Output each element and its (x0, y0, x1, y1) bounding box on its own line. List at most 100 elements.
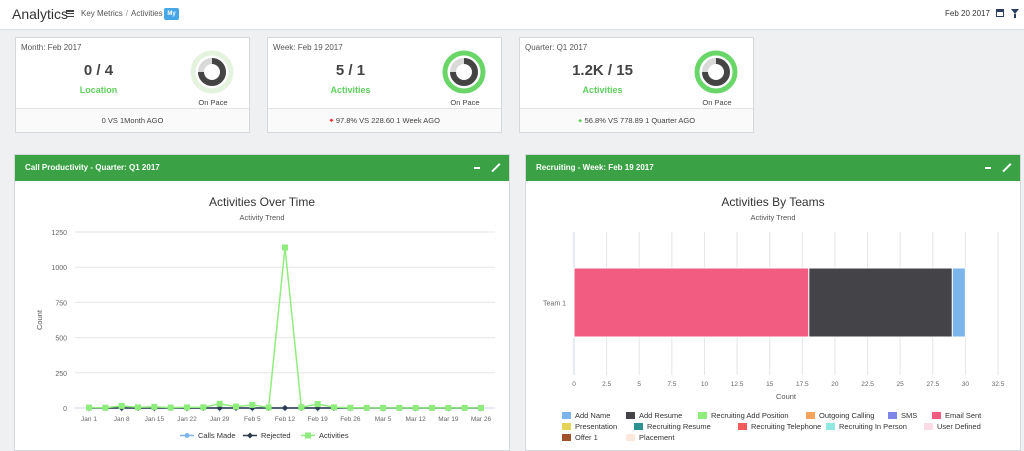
x-tick-label: 12.5 (731, 381, 744, 388)
breadcrumb-activities[interactable]: Activities (131, 9, 163, 18)
legend-marker (184, 433, 190, 438)
legend-item[interactable]: User Defined (924, 422, 981, 431)
top-bar: Analytics Key Metrics / Activities My Feb … (0, 0, 1024, 30)
category-label: Team 1 (543, 301, 566, 308)
legend-label: Presentation (575, 422, 618, 431)
filter-icon[interactable] (1011, 9, 1019, 18)
x-tick-label: 20 (831, 381, 839, 388)
data-point (151, 403, 158, 410)
legend-item[interactable]: Presentation (562, 422, 617, 431)
app-title: Analytics (12, 6, 69, 22)
kpi-footer-text: 0 VS 1Month AGO (101, 116, 164, 125)
pace-ring-arc (198, 58, 226, 86)
x-tick-label: Feb 12 (275, 416, 296, 423)
legend-label: Recruiting In Person (839, 422, 907, 431)
x-tick-label: 5 (637, 381, 641, 388)
legend-item[interactable]: Add Name (562, 411, 610, 420)
kpi-card-month: Month: Feb 2017 0 / 4 Location On Pace 0… (15, 37, 250, 133)
legend-swatch (932, 412, 941, 419)
legend-item[interactable]: Outgoing Calling (806, 411, 874, 420)
legend-marker (247, 432, 253, 439)
data-point (331, 404, 337, 411)
legend-item[interactable]: Email Sent (932, 411, 981, 420)
data-point (184, 404, 190, 411)
legend-item[interactable]: Placement (626, 433, 674, 442)
x-tick-label: 30 (962, 381, 970, 388)
data-point (282, 244, 288, 251)
pace-ring (190, 50, 234, 94)
legend-label: Recruiting Resume (647, 422, 711, 431)
panel-title: Call Productivity - Quarter: Q1 2017 (25, 163, 160, 172)
legend-label: Rejected (261, 431, 291, 440)
breadcrumb-separator: / (125, 9, 129, 18)
x-tick-label: Jan 22 (177, 416, 197, 423)
panel-header: Recruiting - Week: Feb 19 2017 (526, 155, 1020, 181)
kpi-label: Activities (582, 85, 623, 95)
pace-label: On Pace (702, 98, 732, 107)
data-point (200, 404, 207, 411)
legend-item[interactable]: Recruiting Add Position (698, 411, 789, 420)
y-tick-label: 250 (55, 371, 67, 378)
x-tick-label: 7.5 (667, 381, 676, 388)
data-point (412, 404, 419, 411)
legend-swatch (562, 434, 571, 441)
legend-item[interactable]: Add Resume (626, 411, 682, 420)
x-tick-label: 0 (572, 381, 576, 388)
x-tick-label: 17.5 (796, 381, 809, 388)
minimize-icon[interactable] (474, 167, 480, 169)
y-tick-label: 750 (55, 300, 67, 307)
bar-segment (808, 267, 953, 338)
x-tick-label: Jan 15 (145, 416, 165, 423)
x-tick-label: Feb 26 (340, 416, 361, 423)
data-point (380, 404, 386, 411)
x-tick-label: 15 (766, 381, 774, 388)
data-point (135, 404, 141, 411)
minimize-icon[interactable] (985, 167, 991, 169)
y-tick-label: 1250 (51, 230, 67, 237)
chart-subtitle: Activity Trend (750, 213, 796, 222)
legend-swatch (626, 434, 635, 441)
legend-label: Calls Made (198, 431, 236, 440)
legend-item[interactable]: SMS (888, 411, 917, 420)
legend-item[interactable]: Offer 1 (562, 433, 598, 442)
kpi-label: Activities (330, 85, 371, 95)
legend-swatch (738, 423, 747, 430)
data-point (298, 404, 305, 411)
legend-swatch (562, 423, 571, 430)
panel-title: Recruiting - Week: Feb 19 2017 (536, 163, 654, 172)
pace-label: On Pace (450, 98, 480, 107)
legend-swatch (924, 423, 933, 430)
calendar-icon[interactable] (996, 9, 1004, 17)
x-tick-label: 2.5 (602, 381, 611, 388)
legend-item[interactable]: Recruiting In Person (826, 422, 907, 431)
breadcrumb-key-metrics[interactable]: Key Metrics (81, 9, 123, 18)
x-tick-label: Jan 1 (81, 416, 97, 423)
pace-ring-outer (190, 50, 234, 94)
chart-subtitle: Activity Trend (239, 213, 285, 222)
my-badge[interactable]: My (164, 8, 179, 20)
x-tick-label: Feb 19 (308, 416, 329, 423)
legend-label: Recruiting Add Position (711, 411, 789, 420)
data-point (249, 401, 256, 408)
kpi-value: 0 / 4 (83, 62, 114, 79)
x-tick-label: Mar 12 (406, 416, 427, 423)
line-chart: 0 250 500 750 1000 1250 Jan 1 Jan 8 Jan 15 Jan 22… (35, 230, 495, 440)
list-icon[interactable] (66, 10, 74, 18)
kpi-footer: 🠹 56.8% VS 778.89 1 Quarter AGO (520, 108, 753, 132)
bar-legend: Add Name Add Resume Recruiting Add Positio… (526, 155, 1020, 450)
kpi-footer-text: 56.8% VS 778.89 1 Quarter AGO (584, 116, 696, 125)
kpi-label: Location (79, 85, 118, 95)
date-display[interactable]: Feb 20 2017 (945, 9, 990, 18)
legend-label: Add Name (575, 411, 611, 420)
x-tick-label: 22.5 (861, 381, 874, 388)
arrow-down-icon: 🠻 (329, 116, 334, 125)
x-tick-label: 27.5 (926, 381, 939, 388)
legend-item[interactable]: Recruiting Resume (634, 422, 711, 431)
legend-swatch (562, 412, 571, 419)
x-tick-label: 25 (897, 381, 905, 388)
legend-swatch (634, 423, 643, 430)
pace-ring (442, 50, 486, 94)
legend-item[interactable]: Recruiting Telephone (738, 422, 821, 431)
legend-label: Placement (639, 433, 675, 442)
legend-label: Activities (319, 431, 349, 440)
